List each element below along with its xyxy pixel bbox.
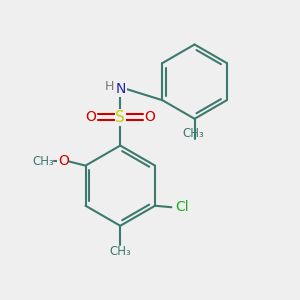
Text: O: O — [58, 154, 69, 168]
Text: CH₃: CH₃ — [110, 244, 131, 258]
Text: S: S — [116, 110, 125, 125]
Text: H: H — [105, 80, 115, 93]
Text: CH₃: CH₃ — [32, 154, 54, 168]
Text: O: O — [85, 110, 96, 124]
Text: CH₃: CH₃ — [182, 128, 204, 140]
Text: N: N — [116, 82, 126, 96]
Text: Cl: Cl — [175, 200, 189, 214]
Text: O: O — [145, 110, 155, 124]
